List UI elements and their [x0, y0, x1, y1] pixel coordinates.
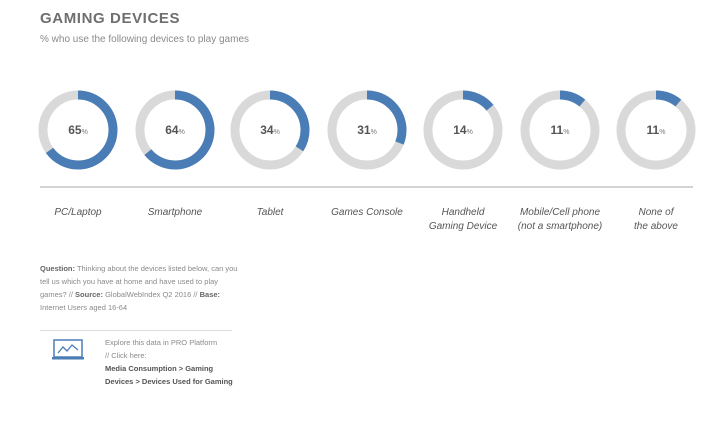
- chart-subtitle: % who use the following devices to play …: [40, 34, 250, 45]
- donut-arc: [230, 90, 310, 170]
- separator: //: [193, 290, 198, 299]
- base-text: Internet Users aged 16-64: [40, 303, 128, 312]
- donut-chart: 65% 64% 34% 31% 14% 11% 11%: [38, 90, 696, 170]
- category-label: None of the above: [634, 207, 678, 232]
- chart-title: GAMING DEVICES: [40, 10, 181, 27]
- divider-line: [40, 186, 693, 188]
- explore-click[interactable]: // Click here:: [105, 351, 147, 360]
- donut-arc: [327, 90, 407, 170]
- category-label: PC/Laptop: [54, 207, 102, 218]
- donut-arc: [135, 90, 215, 170]
- value-label: 11%: [551, 123, 570, 137]
- donut-arc: [38, 90, 118, 170]
- donut-arc: [423, 90, 503, 170]
- category-label: Mobile/Cell phone (not a smartphone): [517, 207, 603, 232]
- question-text: Thinking about the devices listed below,…: [40, 264, 238, 299]
- value-label: 65%: [68, 123, 88, 137]
- explore-text: Explore this data in PRO Platform: [105, 338, 218, 347]
- category-label: Handheld Gaming Device: [428, 207, 498, 232]
- separator: //: [68, 290, 73, 299]
- source-label: Source:: [75, 290, 103, 299]
- question-label: Question:: [40, 264, 75, 273]
- category-label: Smartphone: [147, 207, 203, 218]
- value-label: 11%: [647, 123, 666, 137]
- value-label: 34%: [260, 123, 280, 137]
- category-label: Games Console: [331, 207, 403, 218]
- explore-path[interactable]: Media Consumption > Gaming Devices > Dev…: [105, 364, 233, 386]
- donut-arc: [520, 90, 600, 170]
- chart-screen-icon[interactable]: [52, 339, 84, 361]
- value-label: 14%: [453, 123, 473, 137]
- footnote-divider: [40, 330, 232, 331]
- explore-link[interactable]: Explore this data in PRO Platform // Cli…: [105, 336, 235, 388]
- value-label: 64%: [165, 123, 185, 137]
- value-label: 31%: [357, 123, 377, 137]
- category-label: Tablet: [256, 207, 284, 218]
- base-label: Base:: [199, 290, 221, 299]
- donut-arc: [616, 90, 696, 170]
- footnote: Question: Thinking about the devices lis…: [40, 262, 238, 314]
- source-text: GlobalWebIndex Q2 2016: [105, 290, 192, 299]
